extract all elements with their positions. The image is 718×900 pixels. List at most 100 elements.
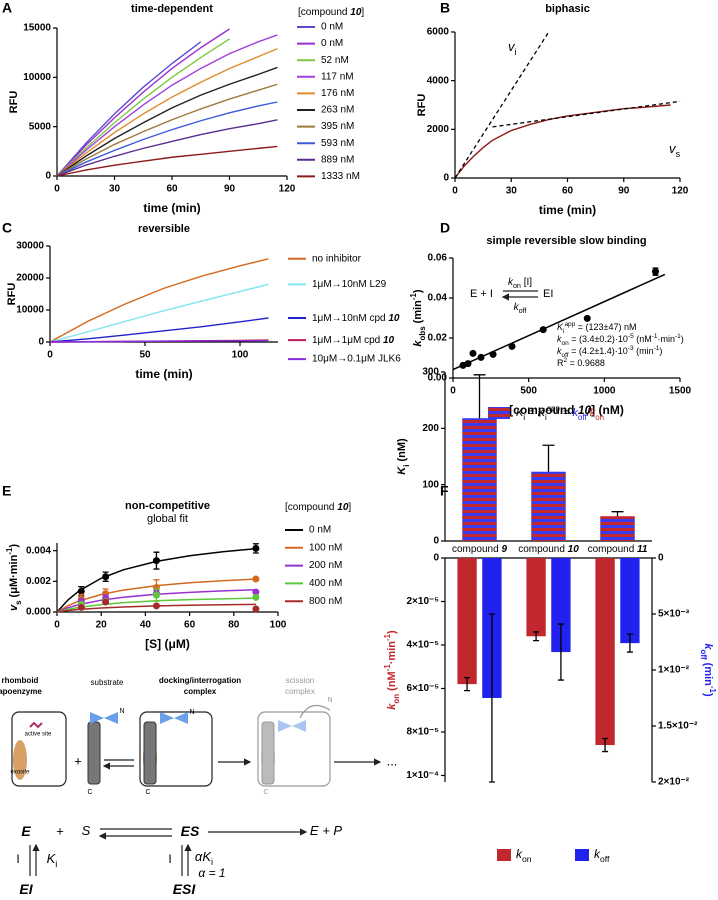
- y-tick-label: 0.02: [428, 333, 448, 344]
- text-run: ): [702, 693, 714, 697]
- bar: [531, 471, 566, 541]
- diagram-label: N: [327, 697, 332, 704]
- text-run: S: [82, 823, 91, 838]
- text-run: off: [562, 352, 569, 359]
- legend-label: 400 nM: [309, 578, 342, 589]
- x-tick-label: 60: [184, 620, 196, 631]
- text-run: =: [525, 407, 538, 419]
- legend-label: 10μM→0.1μM JLK6: [312, 354, 401, 365]
- legend-label: no inhibitor: [312, 253, 362, 264]
- y-tick-label: 8×10⁻⁵: [407, 727, 440, 738]
- text-run: K: [538, 407, 546, 419]
- text-run: off: [578, 413, 587, 422]
- y-tick-label: 0.04: [428, 293, 448, 304]
- data-point: [252, 605, 260, 613]
- cell-outline: [257, 711, 331, 787]
- fit-statistic: Kiapp = (123±47) nM: [557, 321, 636, 335]
- text-run: -1: [675, 333, 681, 340]
- legend-swatch: [575, 849, 589, 861]
- text-run: ESI: [173, 881, 197, 897]
- scheme-rate: kon [I]: [508, 277, 532, 291]
- diagram-label: apoenzyme: [0, 687, 42, 696]
- data-point: [102, 598, 110, 606]
- y-tick-label: 1×10⁻⁴: [406, 770, 439, 781]
- diagram-label: ...: [387, 753, 398, 768]
- diagram-label: N: [189, 709, 194, 716]
- scheme-text: E + I: [470, 288, 493, 300]
- x-tick-label: 30: [506, 186, 518, 197]
- text-run: 10: [388, 313, 400, 324]
- text-run: E + P: [310, 823, 342, 838]
- text-run: off: [600, 854, 610, 864]
- fit-line: [492, 100, 681, 128]
- chart-title: non-competitive: [125, 500, 210, 512]
- text-run: -1: [708, 686, 717, 694]
- y-axis-label: vs (μM·min-1): [5, 544, 23, 611]
- panel-label: B: [440, 0, 450, 16]
- substrate-helix: [143, 721, 157, 785]
- data-point: [252, 593, 260, 601]
- x-tick-label: 0: [452, 186, 458, 197]
- y-tick-label: 4000: [427, 75, 450, 86]
- text-run: ES: [181, 823, 200, 839]
- text-run: /: [587, 407, 591, 419]
- text-run: i: [515, 47, 517, 57]
- text-run: compound: [588, 544, 637, 555]
- substrate-helix: [87, 721, 101, 785]
- x-tick-label: 0: [450, 386, 456, 397]
- chart-title: simple reversible slow binding: [486, 235, 646, 247]
- diagram-label: complex: [285, 687, 315, 696]
- y-tick-label: 4×10⁻⁵: [407, 640, 440, 651]
- legend-label: kon: [516, 847, 532, 864]
- legend-label: 0 nM: [321, 38, 343, 49]
- text-run: K: [202, 849, 212, 864]
- x-axis-label: time (min): [135, 367, 192, 381]
- text-run: k: [386, 703, 398, 710]
- x-tick-label: 20: [96, 620, 108, 631]
- text-run: α: [195, 849, 203, 864]
- series-line: [49, 283, 269, 343]
- y2-axis-label: koff (min-1): [699, 643, 717, 697]
- text-run: v: [8, 604, 20, 611]
- data-point: [583, 314, 591, 322]
- data-point: [152, 591, 160, 599]
- text-run: obs: [418, 326, 427, 341]
- data-point: [252, 588, 260, 596]
- bar: [551, 558, 571, 653]
- text-run: =: [560, 407, 573, 419]
- text-run: -1: [383, 664, 392, 672]
- text-run: compound: [518, 544, 567, 555]
- x-tick-label: 0: [47, 350, 53, 361]
- x-tick-label: 100: [270, 620, 287, 631]
- diagram-label: α = 1: [198, 866, 225, 880]
- text-run: (min: [634, 346, 654, 356]
- text-run: 10: [383, 335, 395, 346]
- series-line: [56, 145, 278, 177]
- legend-label: 176 nM: [321, 88, 354, 99]
- y-tick-label: 0.004: [26, 545, 51, 556]
- text-run: = (4.2±1.4)·10: [569, 346, 628, 356]
- y-tick-label: 20000: [16, 273, 44, 284]
- x-tick-label: 0: [54, 620, 60, 631]
- text-run: ): [412, 289, 424, 293]
- x-axis-label: [compound 10] (nM): [509, 403, 624, 417]
- legend-swatch: [497, 849, 511, 861]
- text-run: s: [676, 149, 681, 159]
- text-run: off: [519, 306, 527, 315]
- text-run: ): [681, 334, 684, 344]
- text-run: s: [14, 600, 23, 605]
- text-run: (μM·min: [8, 554, 20, 600]
- y-tick-label: 100: [422, 479, 439, 490]
- x-tick-label: 1500: [669, 386, 692, 397]
- x-tick-label: 500: [520, 386, 537, 397]
- x-tick-label: 90: [618, 186, 630, 197]
- y-axis-label: RFU: [6, 283, 18, 306]
- series-line: [56, 41, 202, 177]
- text-run: ·min: [386, 641, 398, 665]
- x-tick-label: 0: [54, 184, 60, 195]
- text-run: ): [8, 544, 20, 548]
- y-tick-label: 0: [433, 553, 439, 564]
- text-run: 1μM→1μM cpd: [312, 335, 383, 346]
- y-tick-label: 2×10⁻⁵: [407, 596, 440, 607]
- text-run: ·min: [657, 334, 675, 344]
